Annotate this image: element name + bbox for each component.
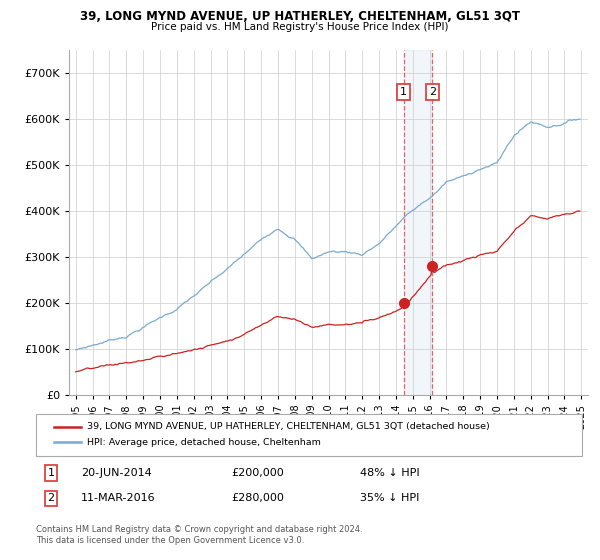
Text: Contains HM Land Registry data © Crown copyright and database right 2024.
This d: Contains HM Land Registry data © Crown c… <box>36 525 362 545</box>
Text: 2: 2 <box>47 493 55 503</box>
Text: Price paid vs. HM Land Registry's House Price Index (HPI): Price paid vs. HM Land Registry's House … <box>151 22 449 32</box>
Text: 2: 2 <box>429 87 436 97</box>
Text: 35% ↓ HPI: 35% ↓ HPI <box>360 493 419 503</box>
Text: £280,000: £280,000 <box>231 493 284 503</box>
Text: 1: 1 <box>47 468 55 478</box>
Text: 39, LONG MYND AVENUE, UP HATHERLEY, CHELTENHAM, GL51 3QT: 39, LONG MYND AVENUE, UP HATHERLEY, CHEL… <box>80 10 520 23</box>
Text: £200,000: £200,000 <box>231 468 284 478</box>
Text: HPI: Average price, detached house, Cheltenham: HPI: Average price, detached house, Chel… <box>87 438 321 447</box>
Text: 39, LONG MYND AVENUE, UP HATHERLEY, CHELTENHAM, GL51 3QT (detached house): 39, LONG MYND AVENUE, UP HATHERLEY, CHEL… <box>87 422 490 431</box>
Bar <box>404 50 433 395</box>
Text: 20-JUN-2014: 20-JUN-2014 <box>81 468 152 478</box>
Text: 1: 1 <box>400 87 407 97</box>
Text: 48% ↓ HPI: 48% ↓ HPI <box>360 468 419 478</box>
Text: 11-MAR-2016: 11-MAR-2016 <box>81 493 155 503</box>
